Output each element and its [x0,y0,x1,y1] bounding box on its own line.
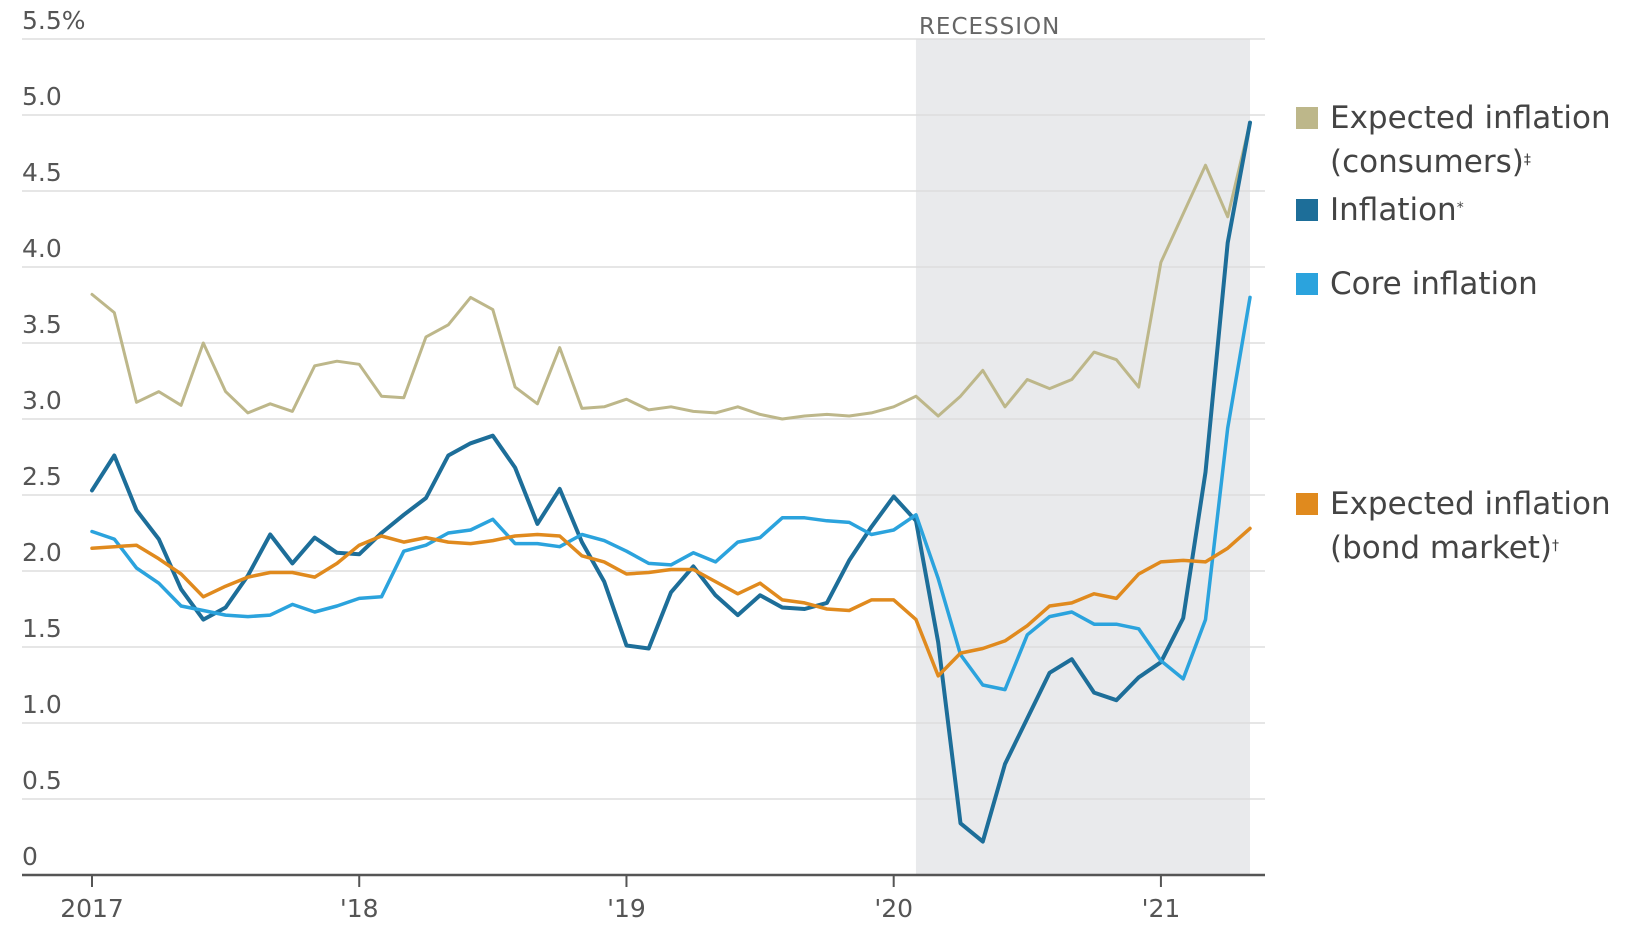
legend-swatch [1296,199,1318,221]
legend-label: Expected inflation [1330,486,1611,522]
line-chart: RECESSION 0 0.5 1.0 1.5 2.0 2.5 3.0 3.5 4.0 4.5 5.… [22,6,1265,923]
x-axis: 2017 '18 '19 '20 '21 [22,873,1265,923]
gridlines [22,38,1265,800]
series-line-inflation [90,120,1252,844]
legend-marker: † [1552,538,1560,554]
legend-label-line2: (consumers) [1330,144,1524,180]
legend-label: Core inflation [1330,266,1538,302]
legend-swatch [1296,107,1318,129]
series-line-expected-inflation-bond-market [90,526,1252,678]
recession-label: RECESSION [919,14,1060,40]
x-tick-label: 2017 [60,894,124,923]
y-tick-label: 4.0 [22,234,62,263]
y-tick-label: 4.5 [22,158,62,187]
y-tick-label: 3.0 [22,386,62,415]
legend-item-expected-inflation-bond-market: Expected inflation (bond market)† [1296,482,1611,570]
legend-item-core-inflation: Core inflation [1296,262,1538,306]
x-tick-label: '21 [1142,894,1181,923]
recession-band [915,39,1250,875]
legend-item-inflation: Inflation* [1296,188,1464,232]
y-tick-label: 0 [22,842,38,871]
y-tick-label: 2.5 [22,462,62,491]
y-tick-label: 1.5 [22,614,62,643]
series-line-core-inflation [90,295,1252,692]
y-tick-label: 0.5 [22,766,62,795]
legend-swatch [1296,493,1318,515]
y-tick-label: 5.5% [22,6,86,35]
y-tick-label: 5.0 [22,82,62,111]
recession-shading: RECESSION [915,14,1250,875]
legend-label-line2: (bond market) [1330,530,1553,566]
legend-marker: ‡ [1523,152,1531,168]
y-axis-ticks: 0 0.5 1.0 1.5 2.0 2.5 3.0 3.5 4.0 4.5 5.0 5.5% [22,6,86,871]
series-lines [90,120,1252,844]
x-tick-label: '18 [340,894,379,923]
legend-marker: * [1456,200,1464,216]
y-tick-label: 1.0 [22,690,62,719]
legend-label: Inflation [1330,192,1457,228]
legend-item-expected-inflation-consumers: Expected inflation (consumers)‡ [1296,96,1611,184]
y-tick-label: 2.0 [22,538,62,567]
x-tick-label: '19 [607,894,646,923]
legend-label: Expected inflation [1330,100,1611,136]
legend-swatch [1296,273,1318,295]
x-tick-label: '20 [874,894,913,923]
series-line-expected-inflation-consumers [90,121,1252,421]
y-tick-label: 3.5 [22,310,62,339]
